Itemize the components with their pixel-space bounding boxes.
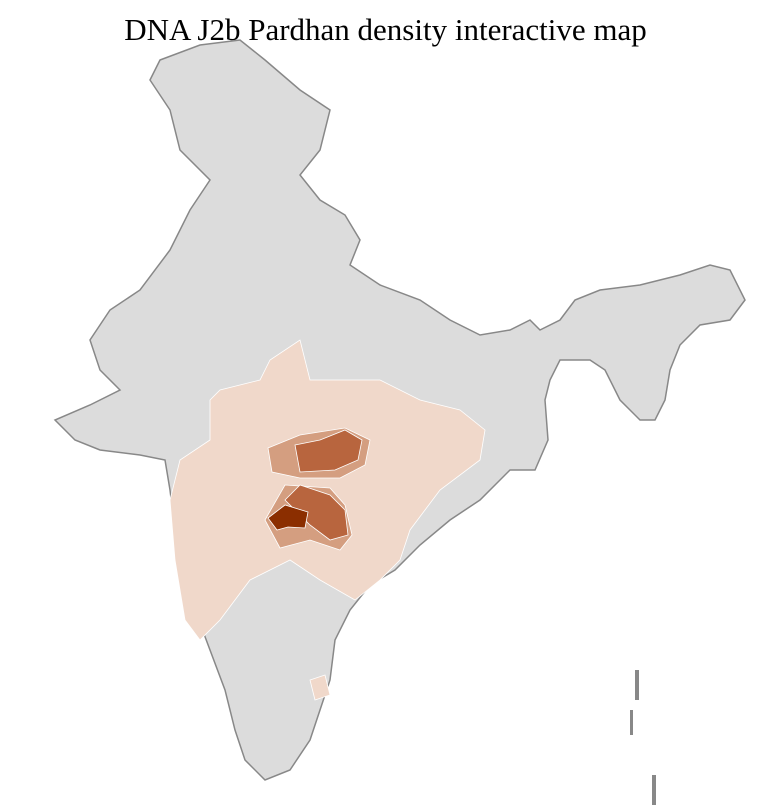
map-title: DNA J2b Pardhan density interactive map — [124, 12, 647, 47]
region-density-low[interactable] — [309, 674, 331, 701]
islands — [630, 670, 656, 805]
region-density-high[interactable] — [294, 429, 363, 473]
region-density-highest[interactable] — [267, 504, 309, 531]
region-density-high[interactable] — [284, 484, 349, 541]
